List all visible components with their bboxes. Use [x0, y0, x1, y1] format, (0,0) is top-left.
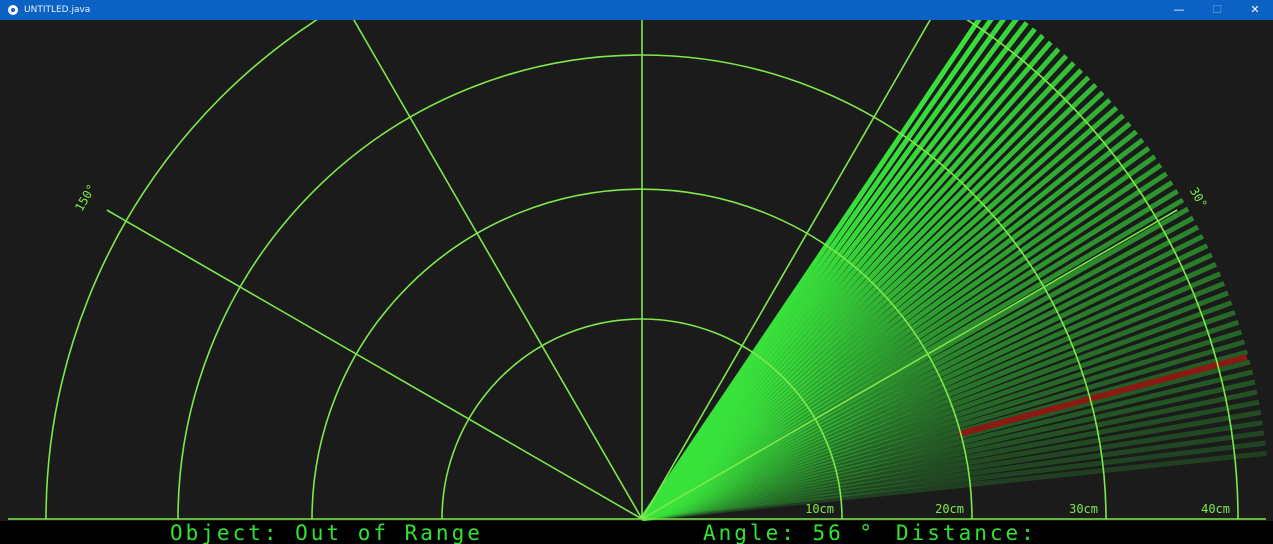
angle-spoke: [352, 20, 643, 520]
title-bar[interactable]: UNTITLED.java — ☐ ✕: [0, 0, 1273, 20]
angle-label: 30°: [1187, 185, 1210, 211]
sweep-line: [641, 450, 1267, 521]
range-label: 40cm: [1201, 502, 1230, 516]
sweep-line: [641, 349, 1249, 521]
range-label: 30cm: [1069, 502, 1098, 516]
app-icon: [8, 5, 18, 15]
range-label: 10cm: [805, 502, 834, 516]
sweep-line: [640, 262, 1218, 521]
sweep-line: [641, 300, 1233, 521]
sweep-line: [641, 440, 1266, 521]
object-status: Object: Out of Range: [170, 521, 483, 544]
sweep-line: [641, 271, 1222, 521]
angle-label: 150°: [72, 182, 99, 214]
angle-spoke: [106, 209, 643, 520]
range-label: 20cm: [935, 502, 964, 516]
sweep-line: [641, 389, 1258, 521]
angle-readout: Angle: 56 °: [703, 521, 876, 544]
detected-object-trail: [958, 354, 1248, 437]
sweep-line: [641, 290, 1229, 521]
maximize-button[interactable]: ☐: [1212, 3, 1222, 16]
angle-spoke: [641, 20, 932, 520]
sweep-line: [641, 319, 1240, 521]
sweep-line: [641, 430, 1265, 521]
sweep-line: [640, 252, 1213, 521]
sweep-line: [641, 369, 1254, 521]
range-ring: [45, 20, 1239, 520]
sweep-line: [641, 409, 1262, 521]
sweep-trail: [639, 20, 1267, 521]
sweep-line: [641, 339, 1246, 521]
sweep-line: [641, 310, 1236, 521]
sweep-line: [641, 399, 1260, 521]
minimize-button[interactable]: —: [1173, 3, 1185, 16]
sweep-line: [639, 20, 982, 521]
distance-readout: Distance:: [896, 521, 1037, 544]
object-segment: [958, 354, 1248, 437]
window-title: UNTITLED.java: [24, 5, 91, 15]
angle-spoke: [641, 209, 1178, 520]
sweep-line: [641, 281, 1226, 521]
sweep-line: [641, 379, 1256, 521]
close-button[interactable]: ✕: [1250, 3, 1260, 16]
sweep-line: [641, 329, 1243, 521]
radar-grid: [8, 20, 1266, 520]
status-bar: Object: Out of Range Angle: 56 ° Distanc…: [0, 521, 1273, 544]
sweep-line: [641, 420, 1263, 521]
sweep-line: [641, 359, 1251, 521]
